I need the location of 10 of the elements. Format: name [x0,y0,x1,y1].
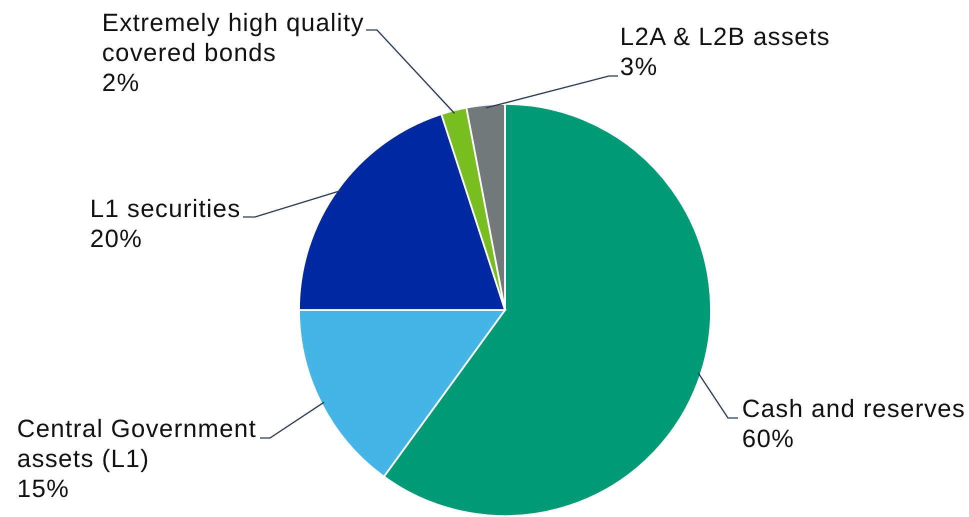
data-label: 3% [620,53,658,81]
data-label: 2% [102,69,140,97]
slice-label: Extremely high quality covered bonds [102,9,364,67]
data-label: 60% [742,425,794,453]
data-label: 20% [90,225,142,253]
data-label: 15% [17,475,70,503]
slice-label: Cash and reserves [742,395,966,423]
slice-label: Central Government assets (L1) [17,415,256,473]
slice-label: L1 securities [90,195,241,223]
slice-label: L2A & L2B assets [620,23,830,51]
